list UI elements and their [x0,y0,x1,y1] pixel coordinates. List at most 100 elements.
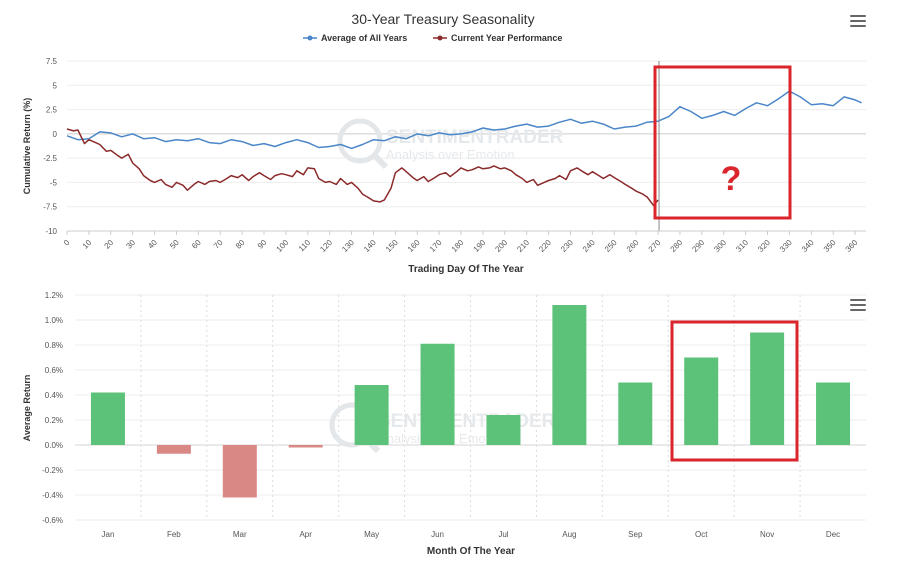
x-tick-label: 350 [822,238,838,254]
x-tick-label: 250 [603,238,619,254]
watermark-brand: SENTIMENTRADER [378,411,556,432]
x-tick-label: 110 [297,238,313,254]
x-tick-label: Nov [760,530,774,539]
bar-may [354,385,389,445]
series-line-current-year-performance [66,128,659,207]
y-tick-label: -2.5 [43,154,57,163]
x-tick-label: 180 [450,238,466,254]
y-tick-label: 2.5 [46,106,58,115]
y-tick-label: 1.2% [45,291,63,300]
y-tick-label: 0 [53,130,58,139]
y-tick-label: 0.4% [45,391,63,400]
x-tick-label: 50 [168,238,181,251]
bar-jul [486,415,521,445]
x-tick-label: 240 [581,238,597,254]
x-tick-label: Jan [102,530,115,539]
x-tick-label: 320 [756,238,772,254]
watermark-brand: SENTIMENTRADER [386,127,564,148]
x-tick-label: 160 [406,238,422,254]
bar-chart-grid [75,294,866,521]
bar-chart-xlabel: Month Of The Year [427,546,515,557]
y-tick-label: 0.6% [45,366,63,375]
y-tick-label: 0.8% [45,341,63,350]
line-chart-ylabel: Cumulative Return (%) [22,98,32,195]
watermark-tagline: Analysis over Emotion [386,147,515,162]
x-tick-label: 190 [472,238,488,254]
x-tick-label: 170 [428,238,444,254]
x-tick-label: 310 [734,238,750,254]
bar-jan [90,392,125,445]
x-tick-label: Dec [826,530,840,539]
x-tick-label: 340 [800,238,816,254]
x-tick-label: Jun [431,530,444,539]
bar-nov [750,332,785,445]
x-tick-label: Oct [695,530,708,539]
x-tick-label: 300 [712,238,728,254]
x-tick-label: 330 [778,238,794,254]
y-tick-label: 1.0% [45,316,63,325]
bar-jun [420,343,455,445]
highlight-box-bar [670,320,799,462]
y-tick-label: -0.6% [42,516,63,525]
series-line-average-of-all-years [66,90,862,150]
line-chart-series [66,61,862,231]
x-tick-label: Jul [498,530,508,539]
x-tick-label: 260 [625,238,641,254]
y-tick-label: -7.5 [43,203,57,212]
y-tick-label: -0.2% [42,466,63,475]
bar-feb [156,445,191,454]
x-tick-label: 130 [340,238,356,254]
legend-label[interactable]: Average of All Years [321,33,407,43]
x-tick-label: May [364,530,379,539]
x-tick-label: 200 [493,238,509,254]
x-tick-label: 100 [275,238,291,254]
x-tick-label: 60 [190,238,203,251]
x-tick-label: Mar [233,530,247,539]
x-tick-label: 360 [844,238,860,254]
bar-chart-axes: -0.6% -0.4% -0.2% 0.0% 0.2% 0.4% 0.6% 0.8% 1.0% 1… [42,291,840,539]
x-tick-label: 0 [62,238,72,248]
line-chart-xlabel: Trading Day Of The Year [408,264,524,275]
y-tick-label: 5 [53,81,58,90]
legend-label[interactable]: Current Year Performance [451,33,562,43]
x-tick-label: Feb [167,530,181,539]
hamburger-menu-icon[interactable] [850,15,866,27]
x-tick-label: Aug [562,530,576,539]
bar-oct [684,357,719,445]
bar-chart-ylabel: Average Return [22,375,32,442]
hamburger-menu-icon[interactable] [850,299,866,311]
x-tick-label: 270 [647,238,663,254]
x-tick-label: 80 [234,238,247,251]
x-tick-label: 10 [81,238,94,251]
y-tick-label: 0.0% [45,441,63,450]
x-tick-label: 220 [537,238,553,254]
x-tick-label: Apr [299,530,312,539]
x-tick-label: 150 [384,238,400,254]
x-tick-label: 70 [212,238,225,251]
x-tick-label: 20 [103,238,116,251]
line-chart-legend[interactable]: Average of All Years Current Year Perform… [303,33,562,43]
watermark-logo-handle [371,152,389,170]
x-tick-label: 290 [690,238,706,254]
x-tick-label: 90 [256,238,269,251]
bar-aug [552,305,587,445]
highlight-box-line [653,65,792,220]
x-tick-label: 40 [146,238,159,251]
legend-marker [307,35,313,41]
line-chart-title: 30-Year Treasury Seasonality [351,11,534,27]
bar-dec [816,382,851,445]
x-tick-label: 120 [318,238,334,254]
x-tick-label: 230 [559,238,575,254]
bar-sep [618,382,653,445]
question-mark-annotation: ? [721,160,742,198]
y-tick-label: 0.2% [45,416,63,425]
x-tick-label: 280 [669,238,685,254]
legend-marker [437,35,443,41]
x-tick-label: 210 [515,238,531,254]
x-tick-label: 30 [124,238,137,251]
x-tick-label: 140 [362,238,378,254]
bar-chart-series [90,305,851,498]
x-tick-label: Sep [628,530,643,539]
bar-mar [222,445,257,498]
